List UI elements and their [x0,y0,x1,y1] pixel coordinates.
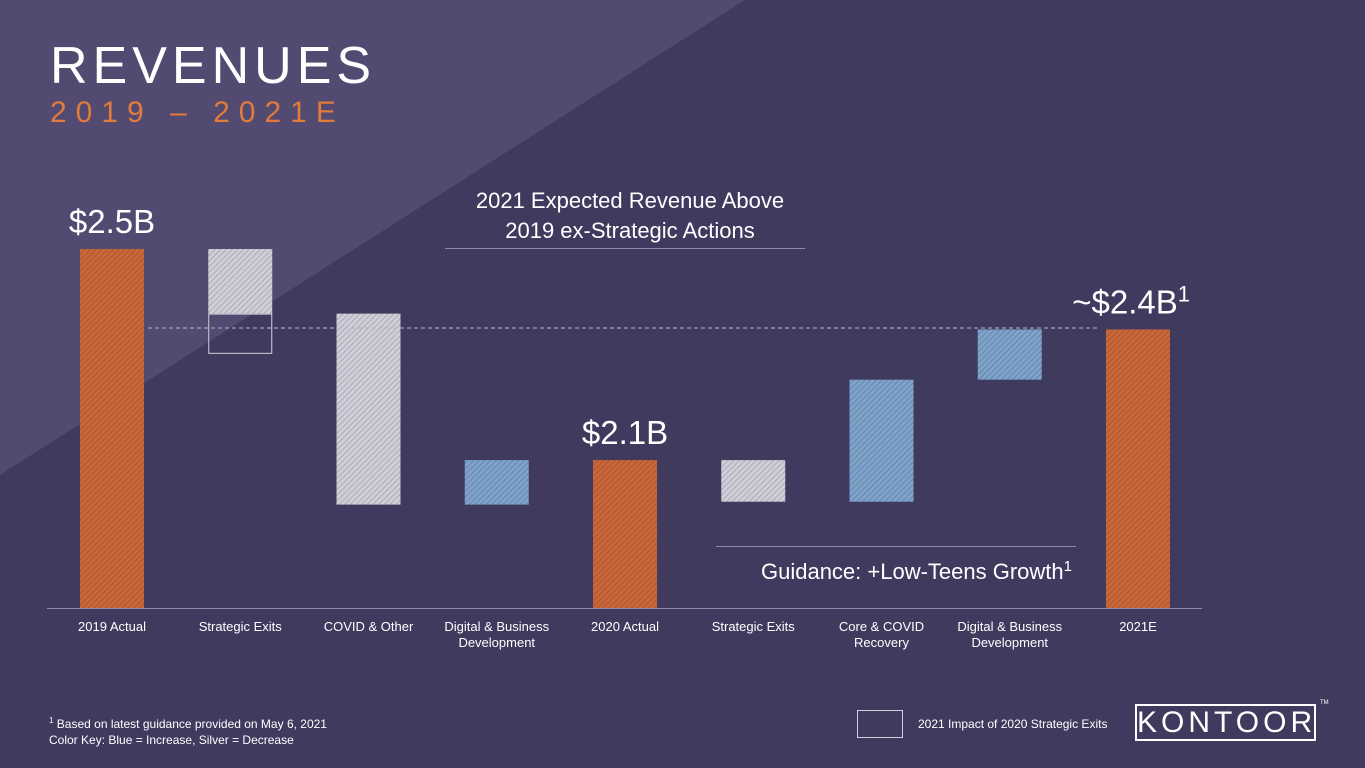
x-label-6: Strategic Exits [712,619,796,634]
x-label-5: 2020 Actual [591,619,659,634]
x-label-2: Strategic Exits [199,619,283,634]
x-label-line: Strategic Exits [712,619,796,634]
x-label-7: Core & COVID Recovery [839,619,924,650]
legend-impact-label: 2021 Impact of 2020 Strategic Exits [918,717,1108,731]
x-label-line: Recovery [854,635,909,650]
x-label-line: COVID & Other [324,619,414,634]
x-axis-labels: 2019 Actual Strategic Exits COVID & Other D… [78,619,1157,650]
bar-3-covid-other [336,313,401,505]
guidance-annotation: Guidance: +Low-Teens Growth1 [761,558,1072,584]
x-label-1: 2019 Actual [78,619,146,634]
strategic-exits-impact-outline [208,313,273,354]
footnote-line1: 1 Based on latest guidance provided on M… [49,713,327,732]
footnote-superscript: 1 [49,716,54,725]
bar-2-strategic-exits [208,249,273,314]
x-label-line: 2021E [1119,619,1157,634]
bar-5-2020-actual [593,460,657,608]
page-subtitle: 2019 – 2021E [50,96,345,129]
bars-layer [80,249,1170,608]
bar-6-strategic-exits [721,460,786,502]
x-label-9: 2021E [1119,619,1157,634]
color-key: Color Key: Blue = Increase, Silver = Dec… [49,733,294,747]
background-triangle [0,0,745,475]
footnote: 1 Based on latest guidance provided on M… [49,713,327,748]
value-label-2020-actual: $2.1B [582,414,668,451]
bar-4-digital-business-development [464,460,529,505]
legend-impact-swatch [857,710,903,738]
value-label-2021e: ~$2.4B1 [1072,281,1190,320]
bar-9-2021e [1106,329,1170,608]
footnote-text: Based on latest guidance provided on May… [53,717,327,731]
expected-revenue-annotation-line1: 2021 Expected Revenue Above [476,188,784,213]
value-labels: $2.5B $2.1B ~$2.4B1 [69,203,1190,451]
logo-trademark: TM [1320,700,1329,706]
bar-1-2019-actual [80,249,144,608]
value-label-text: ~$2.4B [1072,283,1178,320]
value-label-text: $2.5B [69,203,155,240]
value-label-text: $2.1B [582,414,668,451]
x-label-3: COVID & Other [324,619,414,634]
x-label-line: 2019 Actual [78,619,146,634]
x-label-line: Core & COVID [839,619,924,634]
guidance-text: Guidance: +Low-Teens Growth [761,559,1064,584]
page-title: REVENUES [50,37,377,95]
bar-8-digital-business-development [977,329,1042,380]
value-label-superscript: 1 [1178,281,1190,306]
bar-7-core-covid-recovery [849,379,914,502]
x-label-line: Digital & Business [444,619,549,634]
x-label-line: Strategic Exits [199,619,283,634]
expected-revenue-annotation-line2: 2019 ex-Strategic Actions [505,218,754,243]
value-label-2019-actual: $2.5B [69,203,155,240]
x-label-line: Digital & Business [957,619,1062,634]
x-label-line: 2020 Actual [591,619,659,634]
kontoor-logo: KONTOOR [1135,704,1317,741]
guidance-superscript: 1 [1064,558,1072,575]
x-label-4: Digital & Business Development [444,619,549,650]
x-label-line: Development [458,635,535,650]
x-label-line: Development [971,635,1048,650]
x-label-8: Digital & Business Development [957,619,1062,650]
